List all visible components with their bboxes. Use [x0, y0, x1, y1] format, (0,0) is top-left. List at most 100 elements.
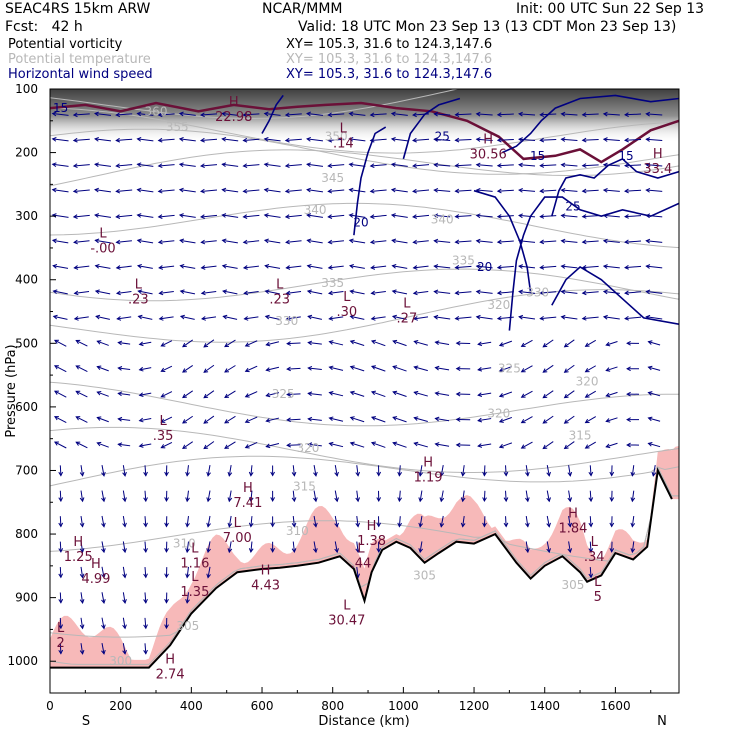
wind-vector	[355, 465, 361, 477]
theta-contour-label: 330	[526, 285, 549, 299]
wind-vector	[328, 416, 344, 422]
wind-vector	[307, 365, 322, 371]
wind-vector	[546, 490, 551, 503]
wind-vector	[94, 238, 111, 244]
wind-vector	[286, 391, 301, 397]
x-tick-label: 0	[46, 699, 54, 713]
wind-vector	[334, 465, 339, 477]
wind-vector	[584, 365, 597, 373]
wind-vector	[263, 187, 281, 193]
wind-vector	[477, 443, 492, 448]
wind-vector	[412, 112, 430, 118]
wind-vector	[307, 391, 322, 397]
extremum-letter: L	[594, 575, 602, 590]
wind-vector	[460, 490, 466, 503]
wind-vector	[73, 290, 90, 296]
wind-vector	[179, 314, 195, 320]
wind-vector	[624, 188, 642, 194]
wind-vector	[455, 340, 471, 346]
extremum-letter: H	[367, 519, 377, 534]
wind-vector	[265, 392, 280, 398]
y-tick-label: 1000	[7, 654, 38, 668]
wind-vector	[244, 340, 258, 347]
wind-vector	[185, 465, 190, 477]
wind-vector	[58, 465, 64, 477]
wind-vector	[609, 465, 615, 477]
wind-vector	[349, 263, 365, 269]
wind-vector	[53, 365, 67, 373]
field-theta-xy: XY= 105.3, 31.6 to 124.3,147.6	[286, 52, 493, 67]
wind-vector	[73, 265, 90, 270]
wind-vector	[164, 567, 169, 579]
wind-vector	[58, 490, 64, 503]
wind-vector	[370, 316, 386, 321]
wind-vector	[581, 265, 599, 270]
wind-vector	[96, 416, 109, 423]
extremum-letter: H	[653, 147, 663, 162]
wind-vector	[72, 163, 90, 169]
extremum-value: .14	[333, 137, 354, 152]
x-tick-label: 600	[251, 699, 274, 713]
wind-vector	[588, 566, 594, 579]
wind-speed-contour	[353, 126, 387, 236]
wind-vector	[75, 365, 88, 372]
wind-vector	[242, 112, 260, 118]
x-tick-label: 1600	[600, 699, 631, 713]
wind-speed-contour	[508, 196, 679, 331]
wind-vector	[433, 187, 451, 193]
wind-vector	[137, 314, 153, 320]
wind-vector	[376, 541, 382, 553]
wind-vector	[182, 415, 194, 424]
wind-vector	[122, 541, 127, 554]
wind-vector	[306, 136, 324, 142]
wind-vector	[143, 592, 148, 604]
wind-vector	[539, 214, 557, 219]
wind-vector	[138, 443, 152, 448]
wind-vector	[475, 162, 493, 168]
pv-high-marker: H4.43	[251, 564, 280, 594]
wind-vector	[284, 214, 302, 219]
wind-vector	[182, 339, 194, 348]
wind-vector	[327, 290, 344, 296]
wind-vector	[115, 137, 133, 143]
wind-vector	[203, 415, 215, 424]
wind-vector	[348, 111, 366, 117]
wind-vector	[313, 541, 318, 554]
wind-vector	[560, 213, 578, 219]
wind-vector	[117, 391, 131, 397]
wind-vector	[306, 187, 324, 193]
wind-vector	[306, 213, 324, 218]
wind-vector	[160, 391, 173, 398]
wind-vector	[334, 490, 339, 503]
wind-vector	[645, 111, 663, 117]
theta-contour-label: 305	[413, 568, 436, 582]
wind-vector	[647, 391, 661, 397]
wind-vector	[138, 366, 152, 372]
wind-vector	[94, 162, 112, 168]
wind-vector	[79, 566, 85, 579]
extremum-value: 1.38	[357, 534, 386, 549]
extremum-value: -.00	[90, 242, 115, 257]
wind-vector	[581, 239, 599, 245]
wind-vector	[518, 289, 536, 295]
wind-vector	[122, 566, 127, 579]
wind-vector	[178, 111, 196, 117]
wind-vector	[143, 541, 148, 553]
wind-vector	[94, 263, 111, 269]
wind-vector	[96, 340, 109, 346]
init-time: Init: 00 UTC Sun 22 Sep 13	[516, 1, 705, 17]
wind-vector	[285, 265, 302, 270]
wind-vector	[454, 290, 472, 296]
y-tick-label: 300	[15, 209, 38, 223]
wind-vector	[454, 112, 472, 118]
wind-contour-label: 15	[618, 149, 633, 163]
wind-vector	[334, 515, 339, 528]
wind-vector	[520, 416, 533, 424]
y-tick-label: 700	[15, 463, 38, 477]
wind-vector	[58, 541, 64, 553]
theta-contour-label: 320	[487, 298, 510, 312]
y-tick-label: 600	[15, 400, 38, 414]
wind-vector	[160, 365, 173, 373]
pv-high-marker: H7.41	[233, 481, 262, 511]
wind-vector	[285, 239, 302, 245]
